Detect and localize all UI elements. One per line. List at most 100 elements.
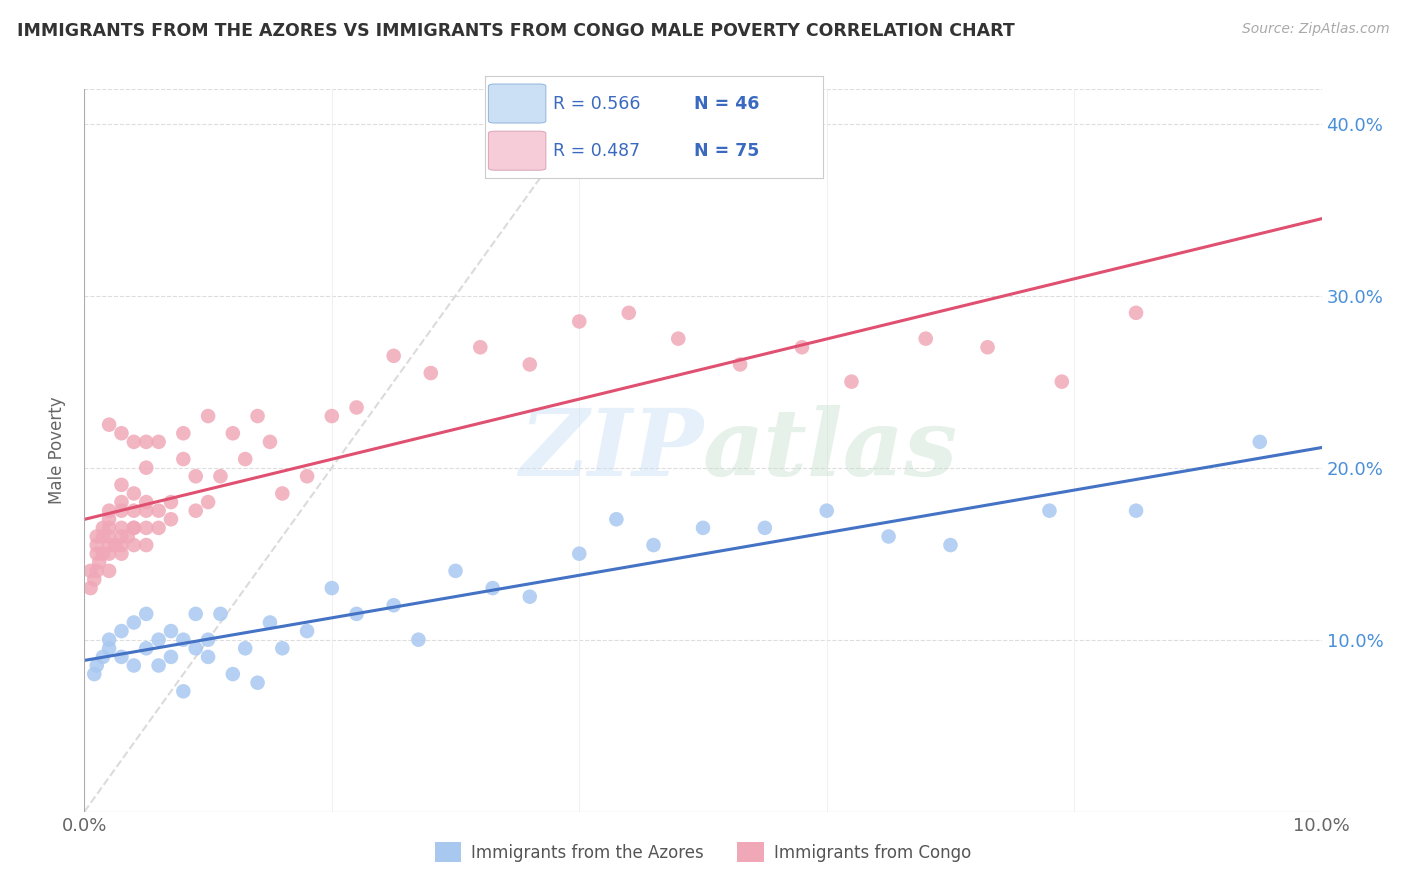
Point bbox=[617, 306, 640, 320]
Point bbox=[321, 409, 343, 423]
Point bbox=[135, 503, 157, 517]
Point bbox=[110, 426, 132, 441]
Point bbox=[79, 581, 101, 595]
Point bbox=[184, 607, 207, 621]
Point bbox=[91, 529, 114, 543]
Point bbox=[877, 529, 900, 543]
Point bbox=[271, 641, 294, 656]
Point bbox=[122, 486, 145, 500]
Point bbox=[692, 521, 714, 535]
Point bbox=[295, 469, 318, 483]
Point bbox=[98, 641, 121, 656]
Point bbox=[110, 538, 132, 552]
Point bbox=[98, 529, 121, 543]
Point bbox=[122, 658, 145, 673]
Point bbox=[148, 521, 170, 535]
FancyBboxPatch shape bbox=[488, 131, 546, 170]
Point bbox=[197, 649, 219, 664]
Point bbox=[346, 401, 368, 415]
Point bbox=[86, 658, 108, 673]
Point bbox=[321, 581, 343, 595]
Point bbox=[419, 366, 441, 380]
Point bbox=[122, 615, 145, 630]
Point bbox=[135, 460, 157, 475]
Point bbox=[86, 538, 108, 552]
Point bbox=[259, 434, 281, 449]
Point bbox=[122, 538, 145, 552]
Point bbox=[481, 581, 503, 595]
Point bbox=[86, 547, 108, 561]
Point bbox=[246, 409, 269, 423]
Point bbox=[83, 667, 105, 681]
Text: Source: ZipAtlas.com: Source: ZipAtlas.com bbox=[1241, 22, 1389, 37]
Point bbox=[259, 615, 281, 630]
Point bbox=[89, 555, 111, 569]
Point bbox=[346, 607, 368, 621]
Point bbox=[197, 495, 219, 509]
Point bbox=[110, 529, 132, 543]
Point bbox=[110, 521, 132, 535]
Point bbox=[197, 632, 219, 647]
Point bbox=[246, 675, 269, 690]
Point bbox=[172, 684, 194, 698]
Point bbox=[122, 521, 145, 535]
Point bbox=[135, 434, 157, 449]
Point bbox=[110, 495, 132, 509]
Point bbox=[519, 358, 541, 372]
Point bbox=[1249, 434, 1271, 449]
Text: R = 0.487: R = 0.487 bbox=[553, 142, 640, 160]
Text: atlas: atlas bbox=[703, 406, 959, 495]
Point bbox=[91, 649, 114, 664]
Point bbox=[1125, 503, 1147, 517]
Point bbox=[184, 641, 207, 656]
Point bbox=[117, 529, 139, 543]
Point bbox=[135, 521, 157, 535]
Point bbox=[98, 521, 121, 535]
Point bbox=[976, 340, 998, 354]
Text: ZIP: ZIP bbox=[519, 406, 703, 495]
Point bbox=[91, 521, 114, 535]
Point bbox=[197, 409, 219, 423]
Point bbox=[666, 332, 689, 346]
Point bbox=[172, 632, 194, 647]
Point bbox=[172, 452, 194, 467]
Point bbox=[135, 641, 157, 656]
Point bbox=[148, 658, 170, 673]
Text: N = 75: N = 75 bbox=[695, 142, 759, 160]
Point bbox=[122, 503, 145, 517]
Point bbox=[172, 426, 194, 441]
Point bbox=[135, 495, 157, 509]
Point bbox=[98, 417, 121, 432]
Point bbox=[148, 503, 170, 517]
Point bbox=[110, 478, 132, 492]
Point bbox=[160, 624, 183, 639]
Point bbox=[98, 564, 121, 578]
Point bbox=[98, 512, 121, 526]
Point bbox=[184, 503, 207, 517]
Point bbox=[98, 538, 121, 552]
Point bbox=[110, 624, 132, 639]
Point bbox=[754, 521, 776, 535]
Point bbox=[519, 590, 541, 604]
Point bbox=[382, 599, 405, 613]
Point bbox=[643, 538, 665, 552]
Point bbox=[470, 340, 492, 354]
Point bbox=[209, 469, 232, 483]
Text: IMMIGRANTS FROM THE AZORES VS IMMIGRANTS FROM CONGO MALE POVERTY CORRELATION CHA: IMMIGRANTS FROM THE AZORES VS IMMIGRANTS… bbox=[17, 22, 1015, 40]
Point bbox=[148, 434, 170, 449]
Legend: Immigrants from the Azores, Immigrants from Congo: Immigrants from the Azores, Immigrants f… bbox=[427, 836, 979, 869]
Point bbox=[233, 641, 256, 656]
Point bbox=[122, 434, 145, 449]
Point bbox=[98, 503, 121, 517]
Point bbox=[91, 547, 114, 561]
Point bbox=[222, 426, 245, 441]
Point bbox=[295, 624, 318, 639]
Point bbox=[83, 573, 105, 587]
Point bbox=[209, 607, 232, 621]
Point bbox=[110, 547, 132, 561]
Point bbox=[160, 512, 183, 526]
Point bbox=[1050, 375, 1073, 389]
Y-axis label: Male Poverty: Male Poverty bbox=[48, 397, 66, 504]
Point bbox=[110, 649, 132, 664]
Point bbox=[939, 538, 962, 552]
